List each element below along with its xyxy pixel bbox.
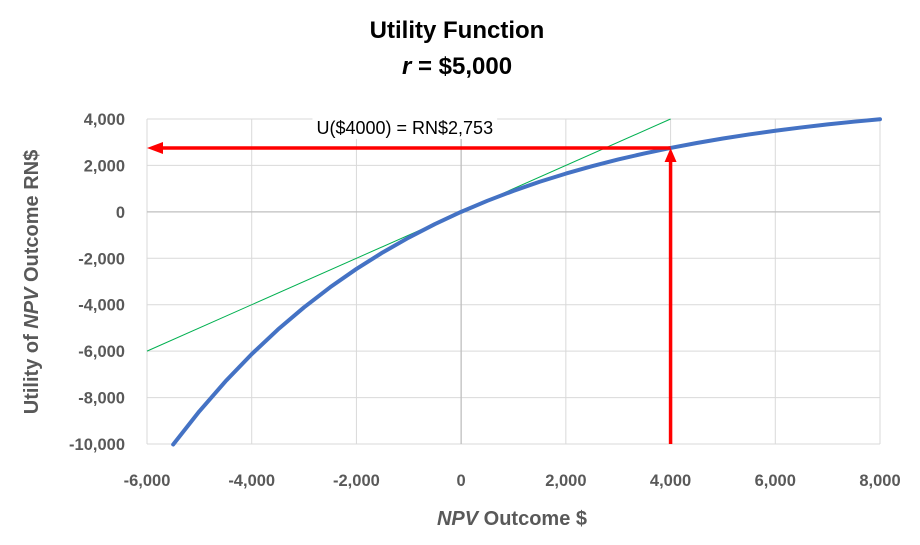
vertical-arrow-head bbox=[664, 147, 677, 162]
y-axis-title: Utility of NPV Outcome RN$ bbox=[21, 150, 43, 414]
y-tick-label: -8,000 bbox=[78, 390, 125, 408]
y-tick-label: 4,000 bbox=[84, 111, 125, 129]
chart-title: Utility Function bbox=[370, 17, 545, 44]
y-axis-ticks: 4,000 2,000 0 -2,000 -4,000 -6,000 -8,000 -10,0… bbox=[69, 111, 125, 454]
series-layer bbox=[146, 117, 882, 447]
chart-subtitle: r = $5,000 bbox=[402, 53, 512, 80]
y-tick-label: -10,000 bbox=[69, 436, 125, 454]
x-tick-label: 0 bbox=[457, 472, 466, 490]
y-tick-label: 2,000 bbox=[84, 157, 125, 175]
y-axis-title-prefix: Utility of bbox=[21, 329, 43, 415]
utility-curve bbox=[171, 117, 882, 447]
x-axis-title: NPV Outcome $ bbox=[437, 508, 587, 530]
annotation-label: U($4000) = RN$2,753 bbox=[316, 118, 493, 138]
x-tick-label: 4,000 bbox=[650, 472, 691, 490]
zero-axis-lines bbox=[147, 119, 880, 444]
x-tick-label: 2,000 bbox=[545, 472, 586, 490]
x-axis-title-rest: Outcome $ bbox=[478, 508, 587, 530]
x-tick-label: -4,000 bbox=[228, 472, 275, 490]
subtitle-variable: r bbox=[402, 53, 413, 80]
y-tick-label: 0 bbox=[116, 204, 125, 222]
y-axis-title-italic: NPV bbox=[21, 286, 43, 329]
tangent-line bbox=[146, 118, 671, 352]
horizontal-arrow-head bbox=[147, 141, 163, 154]
y-tick-label: -4,000 bbox=[78, 297, 125, 315]
subtitle-value: = $5,000 bbox=[411, 53, 512, 80]
x-axis-title-italic: NPV bbox=[437, 508, 480, 530]
y-tick-label: -6,000 bbox=[78, 343, 125, 361]
x-tick-label: 6,000 bbox=[755, 472, 796, 490]
x-tick-label: -6,000 bbox=[124, 472, 171, 490]
x-axis-ticks: -6,000 -4,000 -2,000 0 2,000 4,000 6,000 8,000 bbox=[124, 472, 901, 490]
annotation-label-background bbox=[312, 116, 498, 139]
annotation-layer: U($4000) = RN$2,753 bbox=[147, 116, 677, 444]
y-tick-label: -2,000 bbox=[78, 250, 125, 268]
x-tick-label: -2,000 bbox=[333, 472, 380, 490]
x-tick-label: 8,000 bbox=[859, 472, 900, 490]
y-axis-title-rest: Outcome RN$ bbox=[21, 150, 43, 288]
